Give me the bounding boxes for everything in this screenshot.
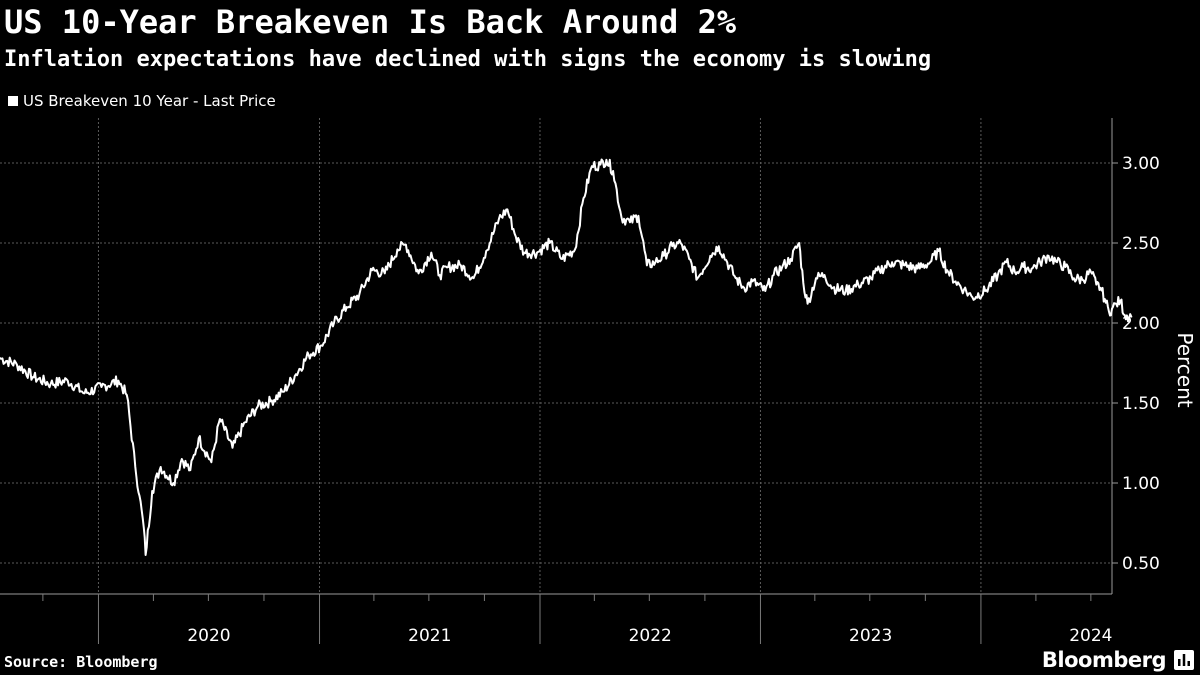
chart-icon [1174,650,1194,670]
chart-title: US 10-Year Breakeven Is Back Around 2% [4,3,737,41]
x-tick-label: 2022 [629,626,672,646]
y-tick-label: 1.50 [1122,394,1160,414]
chart-subtitle: Inflation expectations have declined wit… [4,47,932,72]
legend-swatch [8,96,18,106]
y-tick-label: 1.00 [1122,474,1160,494]
line-layer [0,158,1133,556]
legend: US Breakeven 10 Year - Last Price [8,91,276,111]
source-note: Source: Bloomberg [4,653,158,671]
y-axis-label: Percent [1173,332,1197,407]
series-line-us-breakeven-10y [0,158,1133,556]
x-tick-label: 2023 [849,626,892,646]
brand-logo: Bloomberg [1041,648,1167,672]
x-tick-label: 2020 [187,626,230,646]
y-tick-label: 2.50 [1122,234,1160,254]
x-tick-label: 2024 [1069,626,1112,646]
y-tick-label: 2.00 [1122,314,1160,334]
x-tick-label: 2021 [408,626,451,646]
grid-layer [0,118,1112,594]
legend-label: US Breakeven 10 Year - Last Price [23,92,276,110]
y-tick-label: 0.50 [1122,554,1160,574]
y-tick-label: 3.00 [1122,154,1160,174]
axis-layer: 0.50 1.00 1.50 2.00 2.50 3.00 2020 2021 2022 2023… [0,118,1160,646]
